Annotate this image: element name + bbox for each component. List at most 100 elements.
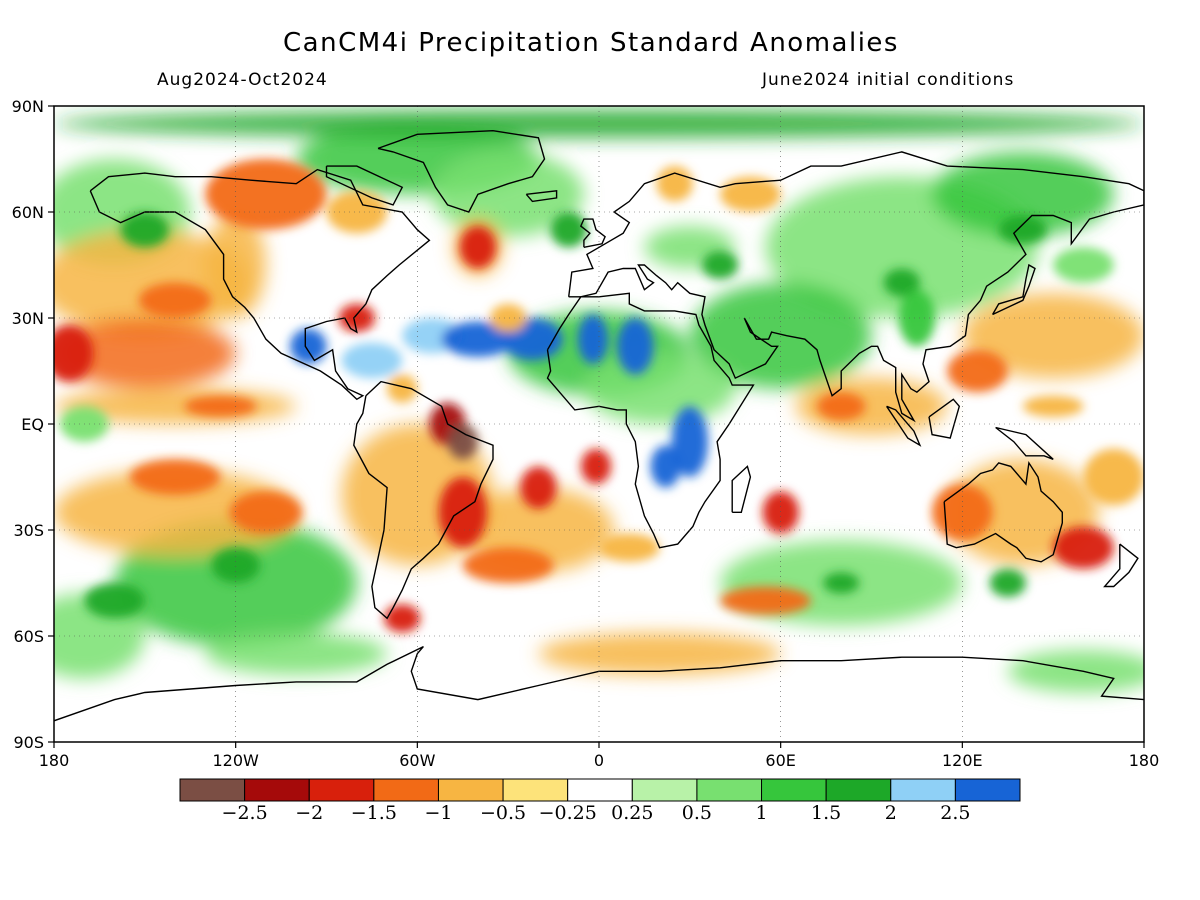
colorbar-swatch: [308, 778, 375, 802]
anomaly-patch: [84, 583, 145, 619]
lon-label: 60E: [765, 751, 795, 770]
anomaly-patch: [817, 392, 866, 421]
anomaly-patch: [823, 572, 860, 594]
anomaly-patch: [550, 212, 587, 248]
lat-label: 60N: [12, 203, 44, 222]
anomaly-patch: [441, 321, 515, 357]
anomaly-patch: [184, 395, 257, 417]
colorbar-label: −2: [295, 802, 323, 824]
anomaly-patch: [947, 349, 1008, 393]
coastline-borneo: [928, 398, 961, 439]
coastline-africa: [546, 292, 755, 549]
colorbar: −2.5 −2 −1.5 −1 −0.5 −0.25 0.25 0.5 1 1.5 2 2.5: [179, 778, 1021, 824]
colorbar-swatch: [631, 778, 698, 802]
anomaly-patch: [138, 282, 212, 318]
colorbar-label: −0.5: [480, 802, 526, 824]
anomaly-patch: [617, 318, 654, 375]
anomaly-patch: [54, 109, 1144, 138]
anomaly-patch: [580, 448, 612, 485]
anomaly-patch: [384, 604, 421, 633]
anomaly-patch: [490, 303, 527, 333]
colorbar-label: 2.5: [940, 802, 970, 824]
anomaly-patch: [599, 533, 660, 562]
anomaly-patch: [932, 151, 1114, 237]
colorbar-label: 0.5: [682, 802, 712, 824]
anomaly-patch: [229, 491, 303, 534]
colorbar-label: 2: [885, 802, 897, 824]
colorbar-swatch: [696, 778, 763, 802]
coastline-antarctica: [54, 645, 1144, 722]
coastline-new-guinea: [995, 426, 1054, 460]
anomaly-patch: [762, 491, 799, 534]
lon-label: 120W: [212, 751, 259, 770]
anomaly-patch: [326, 190, 388, 234]
anomaly-patch: [583, 353, 736, 425]
colorbar-label: 1.5: [811, 802, 841, 824]
anomaly-patch: [387, 374, 418, 403]
lat-axis: 90N 60N 30N EQ 30S 60S 90S: [12, 97, 54, 752]
colorbar-swatch: [954, 778, 1021, 802]
coastline-overlay: [54, 129, 1144, 722]
anomaly-patch: [205, 212, 266, 318]
colorbar-label: −2.5: [222, 802, 268, 824]
lat-label: 90S: [13, 733, 44, 752]
colorbar-swatch: [373, 778, 439, 802]
coastline-iceland: [525, 190, 558, 203]
anomaly-patch: [1083, 448, 1144, 506]
anomaly-patch: [341, 342, 403, 379]
colorbar-label: −1: [424, 802, 452, 824]
lat-label: 30N: [12, 309, 44, 328]
anomaly-patch: [538, 632, 781, 675]
period-label: Aug2024-Oct2024: [157, 70, 328, 90]
anomaly-patch: [432, 151, 584, 237]
gridlines: [54, 106, 1144, 742]
anomaly-patch: [720, 176, 781, 212]
colorbar-swatch: [502, 778, 569, 802]
colorbar-swatch: [567, 778, 633, 802]
anomaly-patch: [447, 424, 478, 460]
lon-axis: 180 120W 60W 0 60E 120E 180: [39, 742, 1160, 770]
anomaly-patch: [338, 303, 375, 333]
anomaly-patch: [720, 586, 811, 615]
colorbar-swatch: [825, 778, 892, 802]
lat-label: EQ: [21, 415, 44, 434]
anomaly-patch: [54, 325, 94, 382]
lon-label: 180: [1129, 751, 1160, 770]
anomaly-patch: [1053, 247, 1114, 283]
anomaly-patch: [459, 226, 497, 269]
anomaly-patch: [520, 466, 557, 509]
colorbar-swatch: [437, 778, 504, 802]
anomaly-patch: [932, 484, 993, 541]
anomaly-patch: [998, 215, 1048, 244]
coastline-new-zealand: [1103, 543, 1139, 588]
anomaly-patch: [577, 314, 609, 364]
anomaly-patch: [1022, 395, 1084, 417]
anomaly-patch: [1053, 526, 1114, 569]
colorbar-label: −0.25: [539, 802, 597, 824]
chart-title: CanCM4i Precipitation Standard Anomalies: [283, 28, 899, 58]
coastline-south-america: [353, 380, 494, 620]
coastline-britain: [579, 218, 606, 248]
anomaly-patch: [54, 318, 236, 389]
anomaly-patch: [989, 568, 1026, 598]
anomaly-patch: [462, 547, 554, 583]
colorbar-swatch: [761, 778, 827, 802]
anomaly-patch: [205, 632, 387, 675]
anomaly-patch: [795, 378, 948, 435]
anomaly-patch: [656, 166, 693, 202]
anomaly-patch: [120, 212, 169, 248]
colorbar-label: 1: [755, 802, 767, 824]
lon-label: 180: [39, 751, 70, 770]
lon-label: 60W: [399, 751, 435, 770]
lon-label: 0: [594, 751, 604, 770]
anomaly-patch: [1007, 650, 1144, 693]
anomaly-patch: [898, 289, 936, 347]
coastline-madagascar: [731, 465, 752, 513]
anomaly-patch: [701, 250, 739, 280]
coastline-sumatra: [886, 405, 922, 447]
colorbar-swatch: [244, 778, 310, 802]
anomaly-patch: [650, 445, 681, 488]
anomaly-patch: [962, 293, 1144, 379]
colorbar-swatch: [890, 778, 956, 802]
